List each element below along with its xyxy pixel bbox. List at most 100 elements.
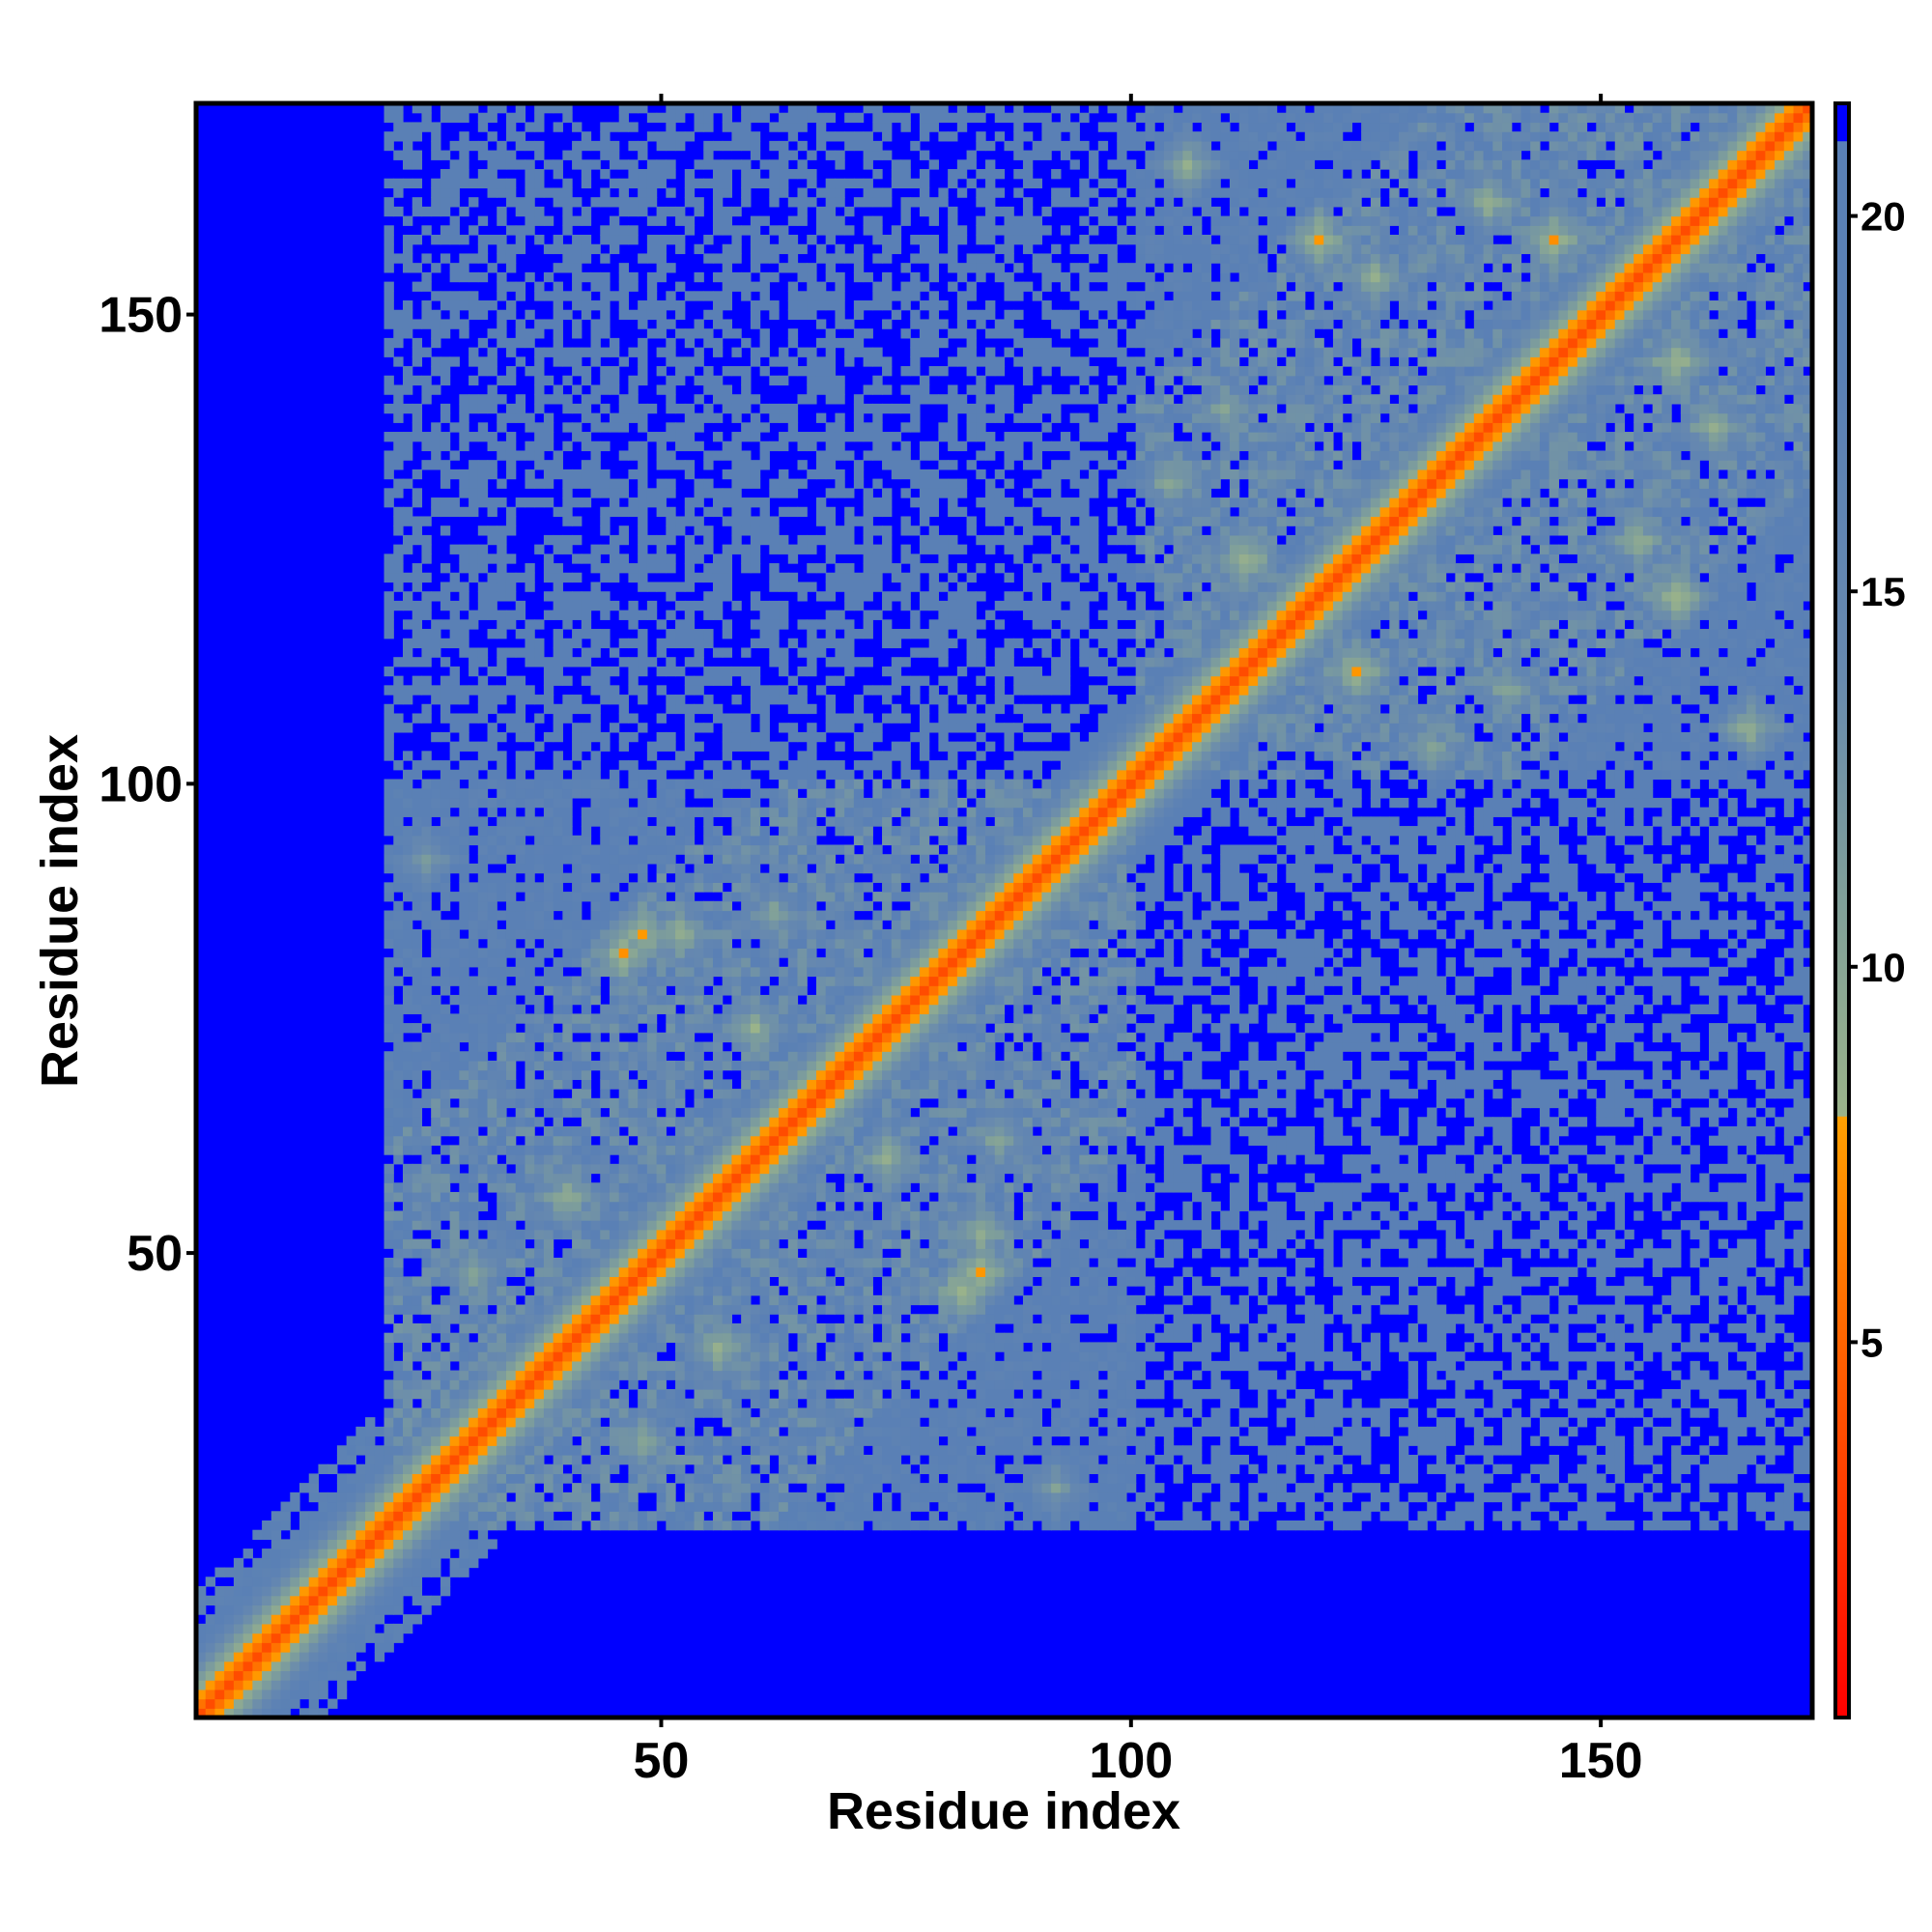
heatmap-cell [628, 197, 639, 208]
heatmap-cell [609, 985, 620, 996]
heatmap-cell [384, 826, 394, 837]
heatmap-cell [600, 1332, 611, 1343]
heatmap-cell [628, 675, 639, 686]
heatmap-cell [628, 281, 639, 292]
heatmap-cell [440, 1398, 451, 1409]
heatmap-cell [280, 1651, 291, 1662]
heatmap-cell [703, 1276, 714, 1287]
heatmap-cell [412, 1463, 423, 1475]
heatmap-cell [487, 178, 497, 189]
heatmap-cell [505, 131, 517, 142]
heatmap-cell [421, 1013, 432, 1024]
heatmap-cell [459, 1379, 469, 1390]
heatmap-cell [525, 469, 535, 480]
heatmap-cell [327, 1585, 338, 1597]
heatmap-cell [722, 225, 733, 236]
heatmap-cell [609, 938, 620, 949]
heatmap-cell [581, 788, 592, 799]
heatmap-cell [412, 263, 423, 273]
heatmap-cell [618, 1511, 630, 1521]
heatmap-cell [684, 1492, 696, 1503]
heatmap-cell [477, 741, 489, 752]
heatmap-cell [750, 1286, 761, 1296]
heatmap-cell [515, 985, 526, 996]
heatmap-cell [336, 1529, 348, 1541]
heatmap-cell [618, 788, 630, 799]
heatmap-cell [487, 835, 497, 846]
heatmap-cell [421, 1220, 432, 1231]
heatmap-cell [525, 1229, 535, 1240]
heatmap-cell [618, 1398, 630, 1409]
heatmap-cell [694, 976, 704, 986]
heatmap-cell [656, 243, 667, 255]
heatmap-cell [590, 1201, 601, 1211]
heatmap-cell [646, 197, 658, 208]
heatmap-cell [656, 835, 667, 846]
heatmap-cell [477, 966, 489, 978]
heatmap-cell [666, 460, 676, 470]
heatmap-cell [440, 1089, 451, 1099]
heatmap-cell [703, 1370, 714, 1380]
heatmap-cell [440, 1107, 451, 1118]
heatmap-cell [534, 178, 545, 189]
heatmap-cell [534, 1473, 545, 1484]
heatmap-cell [618, 178, 630, 189]
heatmap-cell [505, 892, 517, 902]
heatmap-cell [759, 1304, 770, 1315]
heatmap-cell [553, 1229, 563, 1240]
heatmap-cell [393, 1004, 404, 1014]
heatmap-cell [590, 1426, 601, 1437]
heatmap-cell [572, 271, 582, 283]
heatmap-cell [638, 1398, 648, 1409]
heatmap-cell [712, 1023, 724, 1034]
heatmap-cell [412, 1492, 423, 1503]
heatmap-cell [712, 713, 724, 724]
heatmap-cell [449, 920, 460, 930]
heatmap-cell [722, 544, 733, 554]
heatmap-cell [722, 1154, 733, 1165]
heatmap-cell [562, 356, 573, 367]
heatmap-cell [750, 112, 761, 124]
heatmap-cell [656, 1379, 667, 1390]
heatmap-cell [609, 1079, 620, 1090]
heatmap-cell [712, 384, 724, 395]
heatmap-cell [449, 1407, 460, 1418]
heatmap-cell [515, 328, 526, 339]
heatmap-cell [666, 1426, 676, 1437]
heatmap-cell [590, 271, 601, 283]
heatmap-cell [628, 948, 639, 958]
heatmap-cell [543, 1276, 554, 1287]
heatmap-cell [384, 1229, 394, 1240]
heatmap-cell [497, 1191, 507, 1203]
heatmap-cell [431, 140, 441, 152]
heatmap-cell [543, 1314, 554, 1324]
heatmap-cell [290, 1642, 300, 1653]
heatmap-cell [675, 1520, 686, 1531]
heatmap-cell [618, 1135, 630, 1146]
heatmap-cell [469, 460, 479, 470]
heatmap-cell [252, 1651, 263, 1662]
heatmap-cell [252, 1557, 263, 1569]
heatmap-cell [459, 1483, 469, 1493]
heatmap-cell [684, 1201, 696, 1211]
heatmap-cell [487, 131, 497, 142]
heatmap-cell [477, 122, 489, 132]
heatmap-cell [336, 1623, 348, 1634]
heatmap-cell [497, 1342, 507, 1352]
heatmap-cell [298, 1567, 310, 1577]
heatmap-cell [214, 1642, 225, 1653]
heatmap-cell [440, 1426, 451, 1437]
heatmap-cell [675, 1342, 686, 1352]
heatmap-cell [459, 816, 469, 827]
heatmap-cell [581, 497, 592, 508]
heatmap-cell [412, 1529, 423, 1541]
heatmap-cell [553, 1398, 563, 1409]
heatmap-cell [731, 994, 742, 1006]
heatmap-cell [543, 1013, 554, 1024]
heatmap-cell [618, 1220, 630, 1231]
heatmap-cell [336, 1633, 348, 1643]
heatmap-cell [609, 994, 620, 1006]
heatmap-cell [525, 1342, 535, 1352]
heatmap-cell [750, 356, 761, 367]
